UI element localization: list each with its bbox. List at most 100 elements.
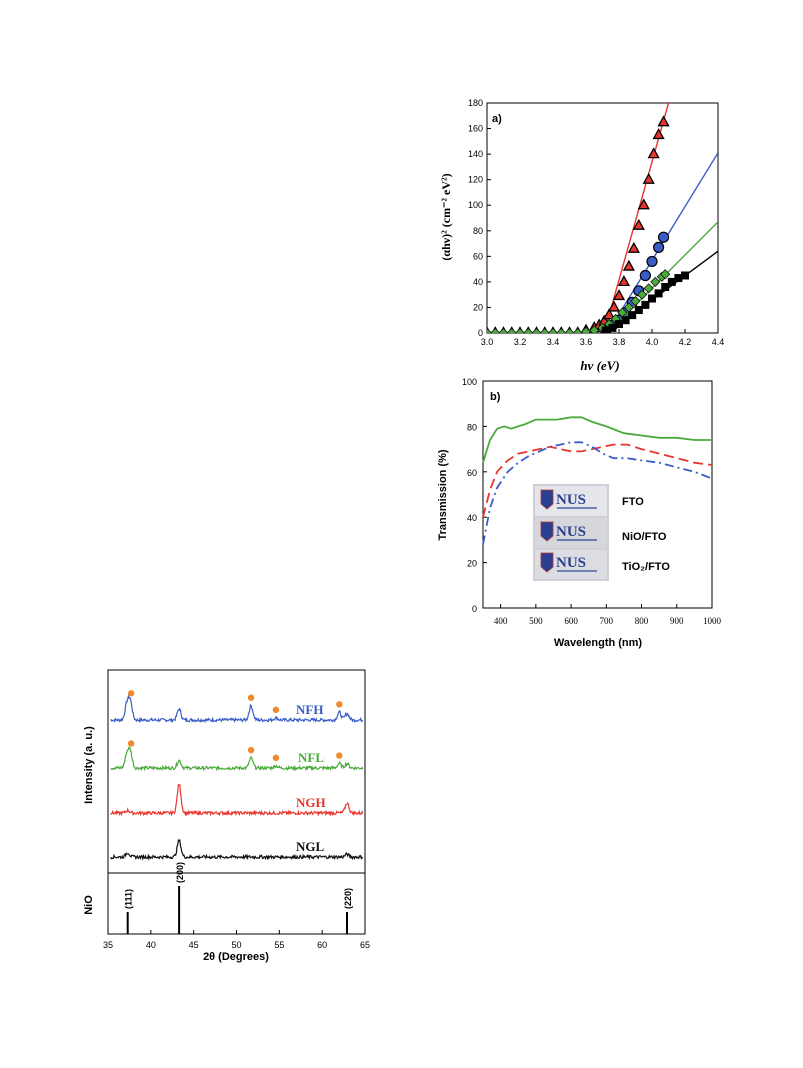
- marker-triangle: [652, 128, 665, 140]
- transmission-line-dashdot: [482, 441, 713, 545]
- marker-square: [648, 294, 656, 303]
- xrd-line-ngh: [110, 783, 364, 817]
- x-tick-label: 1000: [703, 616, 722, 626]
- chart-c-plot-area: 35 40 45 50 55 60 65 (111) (200) (220) NFH NFL NGH NG…: [103, 669, 370, 950]
- marker-triangle: [607, 300, 621, 312]
- y-tick-label: 40: [473, 277, 483, 287]
- marker-triangle: [627, 241, 640, 253]
- marker-triangle: [632, 218, 645, 230]
- y-tick-label: 0: [472, 604, 477, 614]
- nus-crest-icon: [540, 521, 554, 542]
- y-tick-label: 60: [473, 251, 483, 261]
- marker-square: [661, 283, 670, 291]
- marker-diamond: [637, 289, 648, 300]
- y-tick-label: 40: [467, 513, 477, 523]
- marker-square: [681, 271, 689, 280]
- marker-triangle: [612, 289, 626, 301]
- marker-square: [667, 277, 676, 286]
- orange-dot-marker: [272, 754, 280, 761]
- x-tick-label: 60: [317, 940, 327, 950]
- x-tick-label: 35: [103, 940, 113, 950]
- x-tick-label: 700: [600, 616, 614, 626]
- marker-triangle: [602, 308, 616, 320]
- x-tick-label: 900: [670, 616, 684, 626]
- orange-dot-marker: [336, 752, 343, 759]
- y-tick-label: 80: [473, 226, 483, 236]
- x-tick-label: 600: [564, 616, 578, 626]
- chart-b-panel-label: b): [490, 391, 501, 403]
- y-tick-label: 20: [473, 302, 483, 312]
- x-tick-label: 55: [274, 940, 284, 950]
- x-tick-label: 3.0: [481, 337, 494, 347]
- x-tick-label: 800: [635, 616, 649, 626]
- marker-diamond: [523, 327, 534, 333]
- chart-c-reference-label: NiO: [83, 895, 95, 915]
- marker-circle: [657, 231, 670, 243]
- marker-circle: [639, 269, 652, 282]
- marker-square: [608, 323, 617, 332]
- marker-diamond: [643, 283, 654, 294]
- x-tick-label: 4.4: [712, 337, 725, 347]
- chart-b-xlabel: Wavelength (nm): [554, 637, 643, 649]
- legend-fto: FTO: [622, 496, 644, 508]
- marker-triangle: [657, 115, 670, 127]
- marker-diamond: [539, 327, 550, 333]
- x-tick-label: 4.0: [646, 337, 659, 347]
- marker-square: [641, 300, 650, 309]
- transmission-line-solid: [482, 416, 712, 463]
- sample-photo-inset: NUS NUS NUS: [533, 484, 609, 581]
- marker-square: [615, 320, 623, 329]
- nus-crest-icon: [540, 552, 554, 573]
- x-tick-label: 3.2: [514, 337, 527, 347]
- chart-b-frame: [482, 380, 713, 609]
- xrd-line-ngl: [110, 838, 364, 861]
- x-tick-label: 400: [494, 616, 508, 626]
- marker-square: [628, 311, 637, 320]
- marker-diamond: [630, 295, 641, 307]
- marker-square: [621, 316, 630, 325]
- marker-diamond: [490, 327, 501, 333]
- sample-photo-nio: NUS: [535, 518, 607, 548]
- marker-diamond: [531, 327, 542, 333]
- marker-diamond: [650, 276, 661, 287]
- marker-circle: [646, 255, 658, 268]
- y-tick-label: 160: [468, 124, 483, 134]
- xrd-line-nfh: [110, 694, 364, 724]
- x-tick-label: 50: [231, 940, 241, 950]
- nus-crest-icon: [540, 489, 554, 510]
- xrd-label-nfl: NFL: [298, 750, 324, 765]
- marker-triangle: [617, 275, 631, 287]
- marker-diamond: [589, 325, 600, 333]
- marker-diamond: [498, 327, 509, 333]
- orange-dot-marker: [247, 746, 255, 754]
- chart-b-ylabel: Transmission (%): [437, 449, 449, 540]
- x-tick-label: 3.4: [547, 337, 560, 347]
- reference-peak-label: (111): [124, 889, 134, 909]
- chart-a-xlabel: hν (eV): [580, 358, 619, 373]
- y-tick-label: 100: [462, 377, 477, 387]
- xrd-line-nfl: [110, 746, 364, 772]
- marker-square: [634, 306, 643, 314]
- marker-diamond: [506, 327, 517, 333]
- photo-logo-text: NUS: [556, 524, 586, 540]
- x-tick-label: 40: [146, 940, 156, 950]
- y-tick-label: 60: [467, 468, 477, 478]
- orange-dot-marker: [247, 694, 255, 701]
- marker-triangle: [637, 198, 650, 210]
- y-tick-label: 20: [467, 559, 477, 569]
- transmission-line-dashed: [482, 443, 713, 518]
- chart-a-series-group: [487, 103, 718, 333]
- marker-triangle: [622, 259, 636, 271]
- y-tick-label: 120: [468, 175, 483, 185]
- chart-c-xlabel: 2θ (Degrees): [203, 951, 269, 963]
- orange-dot-marker: [127, 740, 135, 747]
- fit-line-triangle: [603, 103, 670, 333]
- x-tick-label: 500: [529, 616, 543, 626]
- marker-diamond: [572, 327, 583, 333]
- chart-c-ylabel: Intensity (a. u.): [83, 726, 95, 804]
- y-tick-label: 100: [468, 200, 483, 210]
- marker-square: [674, 274, 683, 283]
- marker-diamond: [564, 327, 575, 333]
